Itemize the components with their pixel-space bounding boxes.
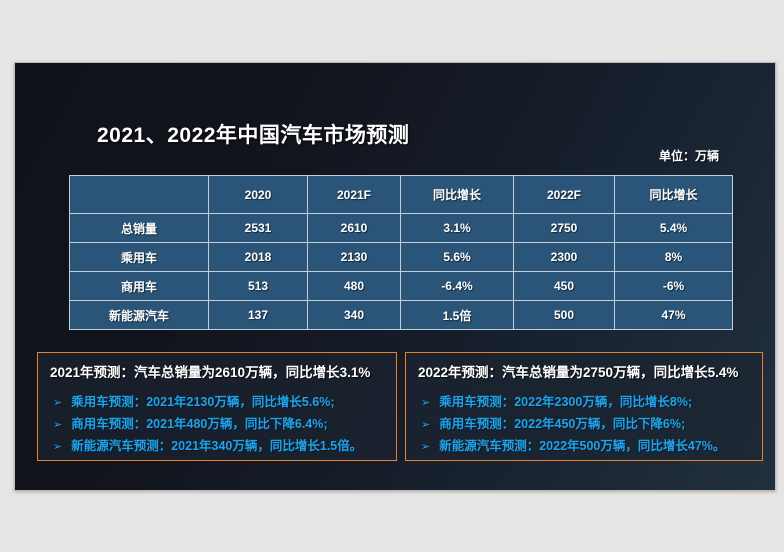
cell-value: 2130 [307, 242, 401, 272]
cell-value: 3.1% [400, 213, 514, 243]
forecast-box-2021: 2021年预测：汽车总销量为2610万辆，同比增长3.1% ➢ 乘用车预测：20… [37, 352, 397, 461]
table-row-passenger-vehicles: 乘用车 2018 2130 5.6% 2300 8% [69, 242, 733, 272]
forecast-table: 2020 2021F 同比增长 2022F 同比增长 总销量 2531 2610… [69, 175, 733, 330]
unit-label: 单位：万辆 [658, 149, 719, 163]
cell-value: 480 [307, 271, 401, 301]
header-cell-yoy-2022: 同比增长 [614, 175, 733, 214]
cell-value: 2750 [513, 213, 615, 243]
cell-value: 340 [307, 300, 401, 330]
bullet-item: ➢ 新能源汽车预测：2021年340万辆，同比增长1.5倍。 [48, 436, 386, 458]
header-cell-2021f: 2021F [307, 175, 401, 214]
table-row-commercial-vehicles: 商用车 513 480 -6.4% 450 -6% [69, 271, 733, 301]
bullet-text: 商用车预测：2021年480万辆，同比下降6.4%; [71, 417, 328, 431]
row-label: 总销量 [69, 213, 209, 243]
bullet-text: 新能源汽车预测：2021年340万辆，同比增长1.5倍。 [71, 439, 363, 453]
cell-value: 1.5倍 [400, 300, 514, 330]
arrow-bullet-icon: ➢ [53, 441, 63, 453]
cell-value: -6% [614, 271, 733, 301]
arrow-bullet-icon: ➢ [421, 419, 431, 431]
row-label: 商用车 [69, 271, 209, 301]
header-cell-yoy-2021: 同比增长 [400, 175, 514, 214]
cell-value: 450 [513, 271, 615, 301]
header-cell-2022f: 2022F [513, 175, 615, 214]
bullet-text: 商用车预测：2022年450万辆，同比下降6%; [439, 417, 686, 431]
cell-value: 2531 [208, 213, 308, 243]
arrow-bullet-icon: ➢ [53, 419, 63, 431]
bullet-text: 乘用车预测：2022年2300万辆，同比增长8%; [439, 395, 693, 409]
header-cell-blank [69, 175, 209, 214]
arrow-bullet-icon: ➢ [421, 441, 431, 453]
arrow-bullet-icon: ➢ [53, 397, 63, 409]
cell-value: 2018 [208, 242, 308, 272]
bullet-item: ➢ 乘用车预测：2021年2130万辆，同比增长5.6%; [48, 392, 386, 414]
cell-value: 513 [208, 271, 308, 301]
table-row-total-sales: 总销量 2531 2610 3.1% 2750 5.4% [69, 213, 733, 243]
bullet-item: ➢ 乘用车预测：2022年2300万辆，同比增长8%; [416, 392, 752, 414]
bullet-item: ➢ 商用车预测：2022年450万辆，同比下降6%; [416, 414, 752, 436]
header-cell-2020: 2020 [208, 175, 308, 214]
cell-value: 8% [614, 242, 733, 272]
forecast-box-2022: 2022年预测：汽车总销量为2750万辆，同比增长5.4% ➢ 乘用车预测：20… [405, 352, 763, 461]
slide-title: 2021、2022年中国汽车市场预测 [97, 124, 410, 147]
table-header-row: 2020 2021F 同比增长 2022F 同比增长 [69, 175, 733, 214]
bullet-item: ➢ 新能源汽车预测：2022年500万辆，同比增长47%。 [416, 436, 752, 458]
arrow-bullet-icon: ➢ [421, 397, 431, 409]
cell-value: 2610 [307, 213, 401, 243]
bullet-item: ➢ 商用车预测：2021年480万辆，同比下降6.4%; [48, 414, 386, 436]
forecast-boxes-row: 2021年预测：汽车总销量为2610万辆，同比增长3.1% ➢ 乘用车预测：20… [37, 352, 763, 461]
forecast-table-container: 2020 2021F 同比增长 2022F 同比增长 总销量 2531 2610… [69, 175, 733, 330]
forecast-box-2022-title: 2022年预测：汽车总销量为2750万辆，同比增长5.4% [418, 365, 739, 380]
cell-value: 2300 [513, 242, 615, 272]
row-label: 新能源汽车 [69, 300, 209, 330]
bullet-text: 乘用车预测：2021年2130万辆，同比增长5.6%; [71, 395, 335, 409]
row-label: 乘用车 [69, 242, 209, 272]
cell-value: 47% [614, 300, 733, 330]
cell-value: 500 [513, 300, 615, 330]
bullet-text: 新能源汽车预测：2022年500万辆，同比增长47%。 [439, 439, 726, 453]
forecast-box-2021-title: 2021年预测：汽车总销量为2610万辆，同比增长3.1% [50, 365, 371, 380]
cell-value: 5.4% [614, 213, 733, 243]
cell-value: 137 [208, 300, 308, 330]
cell-value: 5.6% [400, 242, 514, 272]
table-row-new-energy-vehicles: 新能源汽车 137 340 1.5倍 500 47% [69, 300, 733, 330]
slide-canvas: 2021、2022年中国汽车市场预测 单位：万辆 2020 2021F 同比增长… [14, 62, 776, 491]
cell-value: -6.4% [400, 271, 514, 301]
